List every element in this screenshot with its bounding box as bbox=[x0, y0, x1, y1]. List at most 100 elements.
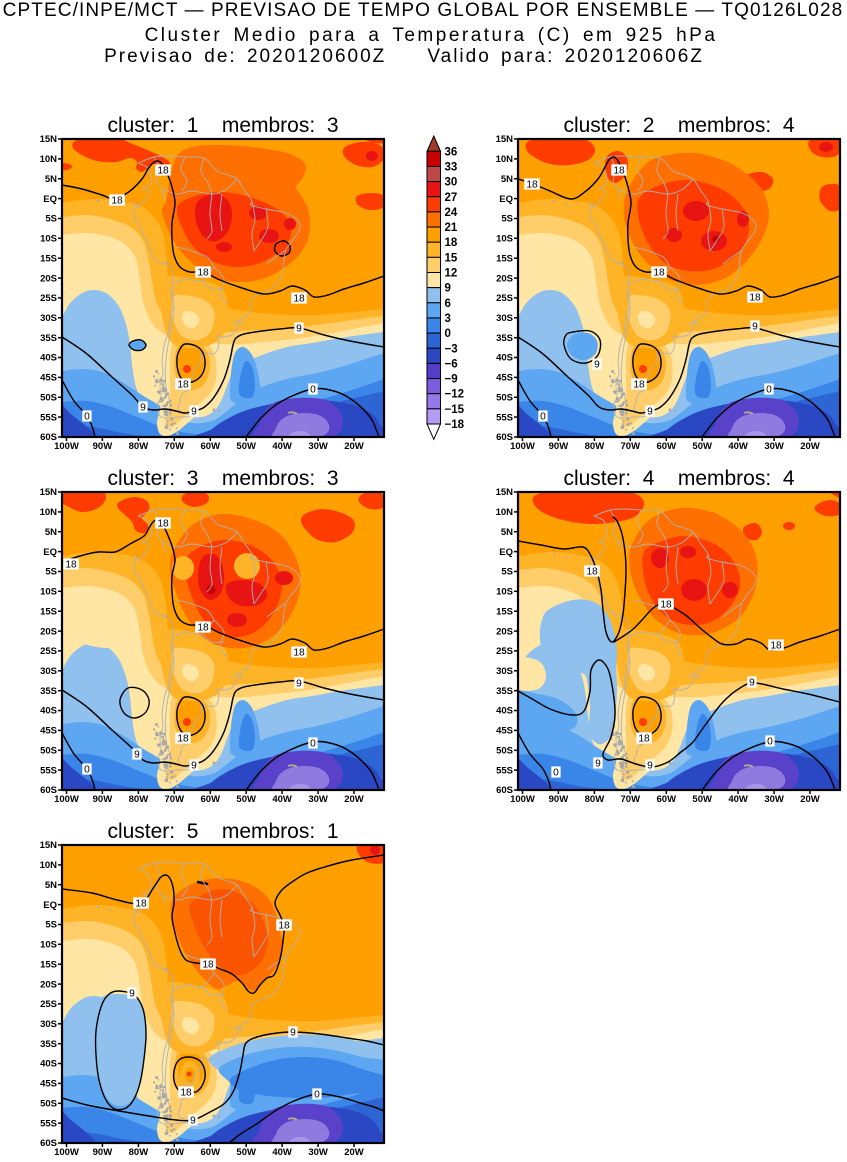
svg-text:EQ: EQ bbox=[43, 194, 57, 205]
svg-text:20W: 20W bbox=[344, 441, 364, 452]
svg-text:9: 9 bbox=[594, 360, 600, 371]
svg-text:3: 3 bbox=[445, 313, 451, 325]
svg-text:35S: 35S bbox=[40, 333, 57, 344]
svg-text:9: 9 bbox=[191, 407, 197, 418]
svg-text:15S: 15S bbox=[496, 606, 513, 617]
svg-text:60W: 60W bbox=[657, 794, 677, 805]
svg-text:35S: 35S bbox=[496, 686, 513, 697]
svg-text:cluster: 4 membros: 4: cluster: 4 membros: 4 bbox=[563, 467, 794, 490]
svg-text:−9: −9 bbox=[445, 374, 458, 386]
svg-text:80W: 80W bbox=[585, 794, 605, 805]
svg-text:60S: 60S bbox=[40, 1138, 57, 1149]
svg-text:50S: 50S bbox=[40, 746, 57, 757]
svg-text:9: 9 bbox=[647, 761, 653, 772]
svg-text:5S: 5S bbox=[45, 567, 57, 578]
svg-text:90W: 90W bbox=[93, 441, 113, 452]
svg-text:−18: −18 bbox=[445, 419, 465, 431]
svg-text:40W: 40W bbox=[272, 1147, 292, 1157]
svg-text:20S: 20S bbox=[40, 626, 57, 637]
svg-text:20W: 20W bbox=[344, 794, 364, 805]
svg-text:40W: 40W bbox=[272, 441, 292, 452]
svg-text:45S: 45S bbox=[40, 726, 57, 737]
svg-text:Cluster Medio para a Temperatu: Cluster Medio para a Temperatura (C) em … bbox=[145, 25, 718, 46]
svg-text:15N: 15N bbox=[40, 134, 58, 145]
svg-text:9: 9 bbox=[595, 759, 601, 770]
svg-text:55S: 55S bbox=[496, 765, 513, 776]
svg-text:33: 33 bbox=[445, 161, 458, 173]
svg-text:30: 30 bbox=[445, 177, 458, 189]
svg-text:9: 9 bbox=[749, 678, 755, 689]
svg-text:18: 18 bbox=[157, 519, 169, 530]
svg-text:27: 27 bbox=[445, 192, 458, 204]
svg-text:10S: 10S bbox=[40, 234, 57, 245]
svg-text:9: 9 bbox=[296, 324, 302, 335]
svg-text:EQ: EQ bbox=[43, 900, 57, 911]
svg-text:80W: 80W bbox=[129, 794, 149, 805]
svg-text:0: 0 bbox=[767, 737, 773, 748]
svg-text:0: 0 bbox=[445, 328, 451, 340]
svg-text:0: 0 bbox=[84, 412, 90, 423]
svg-text:30S: 30S bbox=[496, 666, 513, 677]
svg-text:Previsao de: 2020120600Z Va: Previsao de: 2020120600Z Valido para: 20… bbox=[104, 46, 704, 67]
svg-text:30S: 30S bbox=[40, 666, 57, 677]
svg-text:60S: 60S bbox=[40, 785, 57, 796]
svg-text:18: 18 bbox=[135, 899, 147, 910]
svg-text:0: 0 bbox=[314, 1090, 320, 1101]
svg-text:25S: 25S bbox=[40, 999, 57, 1010]
svg-text:18: 18 bbox=[177, 734, 189, 745]
svg-text:5N: 5N bbox=[501, 174, 513, 185]
svg-text:35S: 35S bbox=[40, 686, 57, 697]
svg-text:50W: 50W bbox=[692, 794, 712, 805]
svg-text:5N: 5N bbox=[45, 174, 57, 185]
svg-text:60W: 60W bbox=[201, 794, 221, 805]
svg-text:0: 0 bbox=[310, 739, 316, 750]
svg-text:18: 18 bbox=[293, 648, 305, 659]
svg-text:20W: 20W bbox=[800, 441, 820, 452]
svg-text:35S: 35S bbox=[40, 1039, 57, 1050]
svg-text:EQ: EQ bbox=[43, 547, 57, 558]
svg-text:40W: 40W bbox=[272, 794, 292, 805]
svg-text:20S: 20S bbox=[496, 273, 513, 284]
svg-text:45S: 45S bbox=[40, 373, 57, 384]
svg-text:40S: 40S bbox=[40, 353, 57, 364]
svg-text:60S: 60S bbox=[496, 785, 513, 796]
svg-text:100W: 100W bbox=[54, 794, 79, 805]
svg-text:18: 18 bbox=[586, 567, 598, 578]
svg-text:100W: 100W bbox=[54, 441, 79, 452]
svg-text:50S: 50S bbox=[40, 1099, 57, 1110]
svg-text:100W: 100W bbox=[510, 441, 535, 452]
svg-text:9: 9 bbox=[647, 407, 653, 418]
svg-text:10S: 10S bbox=[496, 587, 513, 598]
svg-text:15S: 15S bbox=[40, 253, 57, 264]
svg-text:10S: 10S bbox=[40, 940, 57, 951]
svg-text:21: 21 bbox=[445, 222, 458, 234]
svg-text:5N: 5N bbox=[501, 527, 513, 538]
svg-text:15S: 15S bbox=[40, 959, 57, 970]
svg-text:15N: 15N bbox=[40, 840, 58, 851]
svg-text:80W: 80W bbox=[585, 441, 605, 452]
svg-text:18: 18 bbox=[177, 380, 189, 391]
svg-text:90W: 90W bbox=[93, 794, 113, 805]
svg-text:18: 18 bbox=[660, 600, 672, 611]
svg-text:45S: 45S bbox=[496, 726, 513, 737]
svg-text:10N: 10N bbox=[496, 154, 514, 165]
svg-text:10N: 10N bbox=[40, 860, 58, 871]
svg-text:70W: 70W bbox=[621, 794, 641, 805]
svg-text:15N: 15N bbox=[496, 487, 514, 498]
svg-text:−12: −12 bbox=[445, 389, 465, 401]
svg-text:cluster: 1 membros: 3: cluster: 1 membros: 3 bbox=[107, 114, 338, 137]
svg-text:5N: 5N bbox=[45, 527, 57, 538]
svg-text:50S: 50S bbox=[496, 393, 513, 404]
svg-text:15N: 15N bbox=[40, 487, 58, 498]
svg-text:30S: 30S bbox=[40, 1019, 57, 1030]
svg-text:6: 6 bbox=[445, 298, 451, 310]
svg-text:18: 18 bbox=[157, 166, 169, 177]
svg-text:18: 18 bbox=[180, 1088, 192, 1099]
svg-text:100W: 100W bbox=[510, 794, 535, 805]
svg-text:9: 9 bbox=[445, 283, 451, 295]
svg-text:40W: 40W bbox=[728, 794, 748, 805]
svg-text:18: 18 bbox=[633, 380, 645, 391]
svg-text:−6: −6 bbox=[445, 358, 458, 370]
svg-text:5S: 5S bbox=[45, 920, 57, 931]
svg-text:36: 36 bbox=[445, 146, 458, 158]
